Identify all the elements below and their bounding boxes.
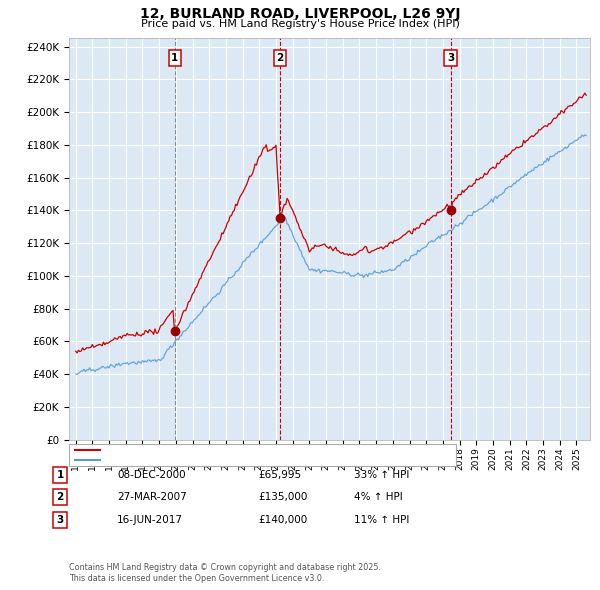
Text: 12, BURLAND ROAD, LIVERPOOL, L26 9YJ (semi-detached house): 12, BURLAND ROAD, LIVERPOOL, L26 9YJ (se…: [105, 445, 412, 454]
Text: £65,995: £65,995: [258, 470, 301, 480]
Text: 08-DEC-2000: 08-DEC-2000: [117, 470, 185, 480]
Text: 3: 3: [56, 515, 64, 525]
Text: 2: 2: [277, 53, 284, 63]
Text: 3: 3: [447, 53, 454, 63]
Text: 1: 1: [56, 470, 64, 480]
Text: 11% ↑ HPI: 11% ↑ HPI: [354, 515, 409, 525]
Text: £135,000: £135,000: [258, 493, 307, 502]
Text: This data is licensed under the Open Government Licence v3.0.: This data is licensed under the Open Gov…: [69, 574, 325, 583]
Text: HPI: Average price, semi-detached house, Knowsley: HPI: Average price, semi-detached house,…: [105, 455, 352, 464]
Text: 4% ↑ HPI: 4% ↑ HPI: [354, 493, 403, 502]
Text: 33% ↑ HPI: 33% ↑ HPI: [354, 470, 409, 480]
Text: 2: 2: [56, 493, 64, 502]
Text: 16-JUN-2017: 16-JUN-2017: [117, 515, 183, 525]
Text: 12, BURLAND ROAD, LIVERPOOL, L26 9YJ: 12, BURLAND ROAD, LIVERPOOL, L26 9YJ: [140, 7, 460, 21]
Text: Contains HM Land Registry data © Crown copyright and database right 2025.: Contains HM Land Registry data © Crown c…: [69, 563, 381, 572]
Text: 27-MAR-2007: 27-MAR-2007: [117, 493, 187, 502]
Text: 1: 1: [171, 53, 178, 63]
Text: £140,000: £140,000: [258, 515, 307, 525]
Text: Price paid vs. HM Land Registry's House Price Index (HPI): Price paid vs. HM Land Registry's House …: [140, 19, 460, 29]
